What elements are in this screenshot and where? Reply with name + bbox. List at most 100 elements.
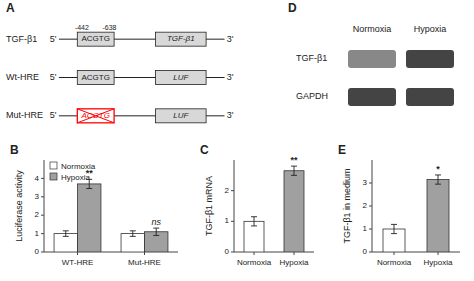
bar bbox=[244, 221, 264, 252]
y-tick bbox=[41, 178, 44, 179]
marks bbox=[383, 175, 449, 252]
y-tick-label: 2 bbox=[225, 186, 230, 195]
lane-label: Hypoxia bbox=[414, 24, 447, 34]
y-tick bbox=[231, 252, 234, 253]
y-tick-label: 2 bbox=[363, 201, 368, 210]
y-axis bbox=[234, 160, 235, 252]
box-text: ACGTG bbox=[81, 73, 109, 82]
box-text: LUF bbox=[173, 73, 189, 82]
legend-entry: Hypoxia bbox=[61, 173, 90, 182]
legend-entry: Normoxia bbox=[61, 162, 96, 171]
error-line bbox=[394, 224, 395, 233]
error-cap bbox=[153, 235, 159, 236]
error-cap bbox=[435, 184, 441, 185]
band bbox=[406, 50, 454, 68]
error-cap bbox=[291, 166, 297, 167]
y-axis bbox=[44, 160, 45, 252]
gene-box bbox=[156, 109, 207, 123]
y-tick-label: 3 bbox=[363, 178, 368, 187]
box-text: TGF-β1 bbox=[167, 34, 195, 43]
y-tick-label: 0 bbox=[225, 247, 230, 256]
significance: ns bbox=[151, 217, 161, 227]
x-tick bbox=[394, 252, 395, 255]
gene-box bbox=[156, 71, 207, 85]
x-tick-label: Normoxia bbox=[237, 258, 272, 267]
marks bbox=[244, 166, 304, 252]
band-label: GAPDH bbox=[296, 91, 328, 101]
five-prime: 5' bbox=[50, 72, 57, 82]
error-cap bbox=[86, 188, 92, 189]
x-tick-label: Normoxia bbox=[377, 258, 412, 267]
error-cap bbox=[391, 224, 397, 225]
y-tick bbox=[41, 196, 44, 197]
three-prime: 3' bbox=[227, 72, 234, 82]
band-label: TGF-β1 bbox=[296, 53, 327, 63]
blot-panel: DNormoxiaHypoxiaTGF-β1GAPDH bbox=[288, 1, 454, 106]
x-tick-label: Hypoxia bbox=[280, 258, 309, 267]
error-line bbox=[254, 217, 255, 226]
three-prime: 3' bbox=[227, 34, 234, 44]
error-cap bbox=[251, 216, 257, 217]
figure: A TGF-β1 5' ACGTG -442 -638 TGF-β1 3' Wt-HRE 5' AC… bbox=[0, 0, 474, 281]
error-cap bbox=[435, 174, 441, 175]
panel-letter: A bbox=[6, 1, 15, 15]
five-prime: 5' bbox=[50, 110, 57, 120]
element-box bbox=[77, 71, 114, 85]
row-label: TGF-β1 bbox=[6, 34, 37, 44]
box-text: LUF bbox=[173, 111, 189, 120]
position-label: -638 bbox=[102, 24, 116, 31]
y-axis-label: Luciferase activity bbox=[14, 170, 24, 242]
x-tick-label: Mut-HRE bbox=[128, 258, 161, 267]
error-cap bbox=[63, 230, 69, 231]
error-bar bbox=[291, 166, 297, 175]
error-line bbox=[156, 228, 157, 235]
x-tick bbox=[294, 252, 295, 255]
error-line bbox=[132, 231, 133, 237]
x-tick bbox=[144, 252, 145, 255]
error-bar bbox=[130, 231, 136, 237]
y-tick-label: 1 bbox=[363, 224, 368, 233]
y-tick-label: 1 bbox=[225, 216, 230, 225]
x-tick-label: Hypoxia bbox=[424, 258, 453, 267]
error-line bbox=[294, 166, 295, 175]
bar bbox=[284, 171, 304, 252]
five-prime: 5' bbox=[50, 34, 57, 44]
significance: * bbox=[436, 164, 440, 174]
marks bbox=[54, 179, 168, 252]
error-cap bbox=[251, 225, 257, 226]
x-tick bbox=[77, 252, 78, 255]
x-tick-label: WT-HRE bbox=[62, 258, 94, 267]
bar bbox=[78, 184, 101, 252]
row-label: Wt-HRE bbox=[6, 72, 39, 82]
y-tick bbox=[369, 229, 372, 230]
error-bar bbox=[435, 175, 441, 184]
position-label: -442 bbox=[75, 24, 89, 31]
bar-panel: C012TGF-β1 mRNANormoxiaHypoxia** bbox=[200, 143, 314, 267]
y-tick-label: 2 bbox=[35, 210, 40, 219]
y-tick bbox=[369, 183, 372, 184]
panel-letter: C bbox=[200, 143, 209, 157]
panel-letter: D bbox=[288, 1, 297, 15]
y-tick bbox=[41, 233, 44, 234]
y-tick bbox=[369, 252, 372, 253]
legend-swatch bbox=[50, 173, 57, 180]
error-bar bbox=[153, 228, 159, 235]
y-tick-label: 4 bbox=[35, 174, 40, 183]
x-tick bbox=[254, 252, 255, 255]
y-axis-label: TGF-β1 in medium bbox=[342, 168, 352, 243]
cross-line bbox=[77, 109, 114, 123]
error-cap bbox=[291, 175, 297, 176]
y-tick bbox=[231, 221, 234, 222]
y-tick bbox=[369, 206, 372, 207]
box-text: ACGTG bbox=[80, 111, 109, 120]
box-text: ACGTG bbox=[81, 34, 109, 43]
x-tick bbox=[438, 252, 439, 255]
bar bbox=[427, 180, 449, 252]
gene-box bbox=[156, 32, 207, 46]
error-line bbox=[438, 175, 439, 184]
y-axis-label: TGF-β1 mRNA bbox=[204, 176, 214, 236]
three-prime: 3' bbox=[227, 110, 234, 120]
y-tick bbox=[41, 215, 44, 216]
element-box bbox=[77, 32, 114, 46]
error-cap bbox=[391, 233, 397, 234]
